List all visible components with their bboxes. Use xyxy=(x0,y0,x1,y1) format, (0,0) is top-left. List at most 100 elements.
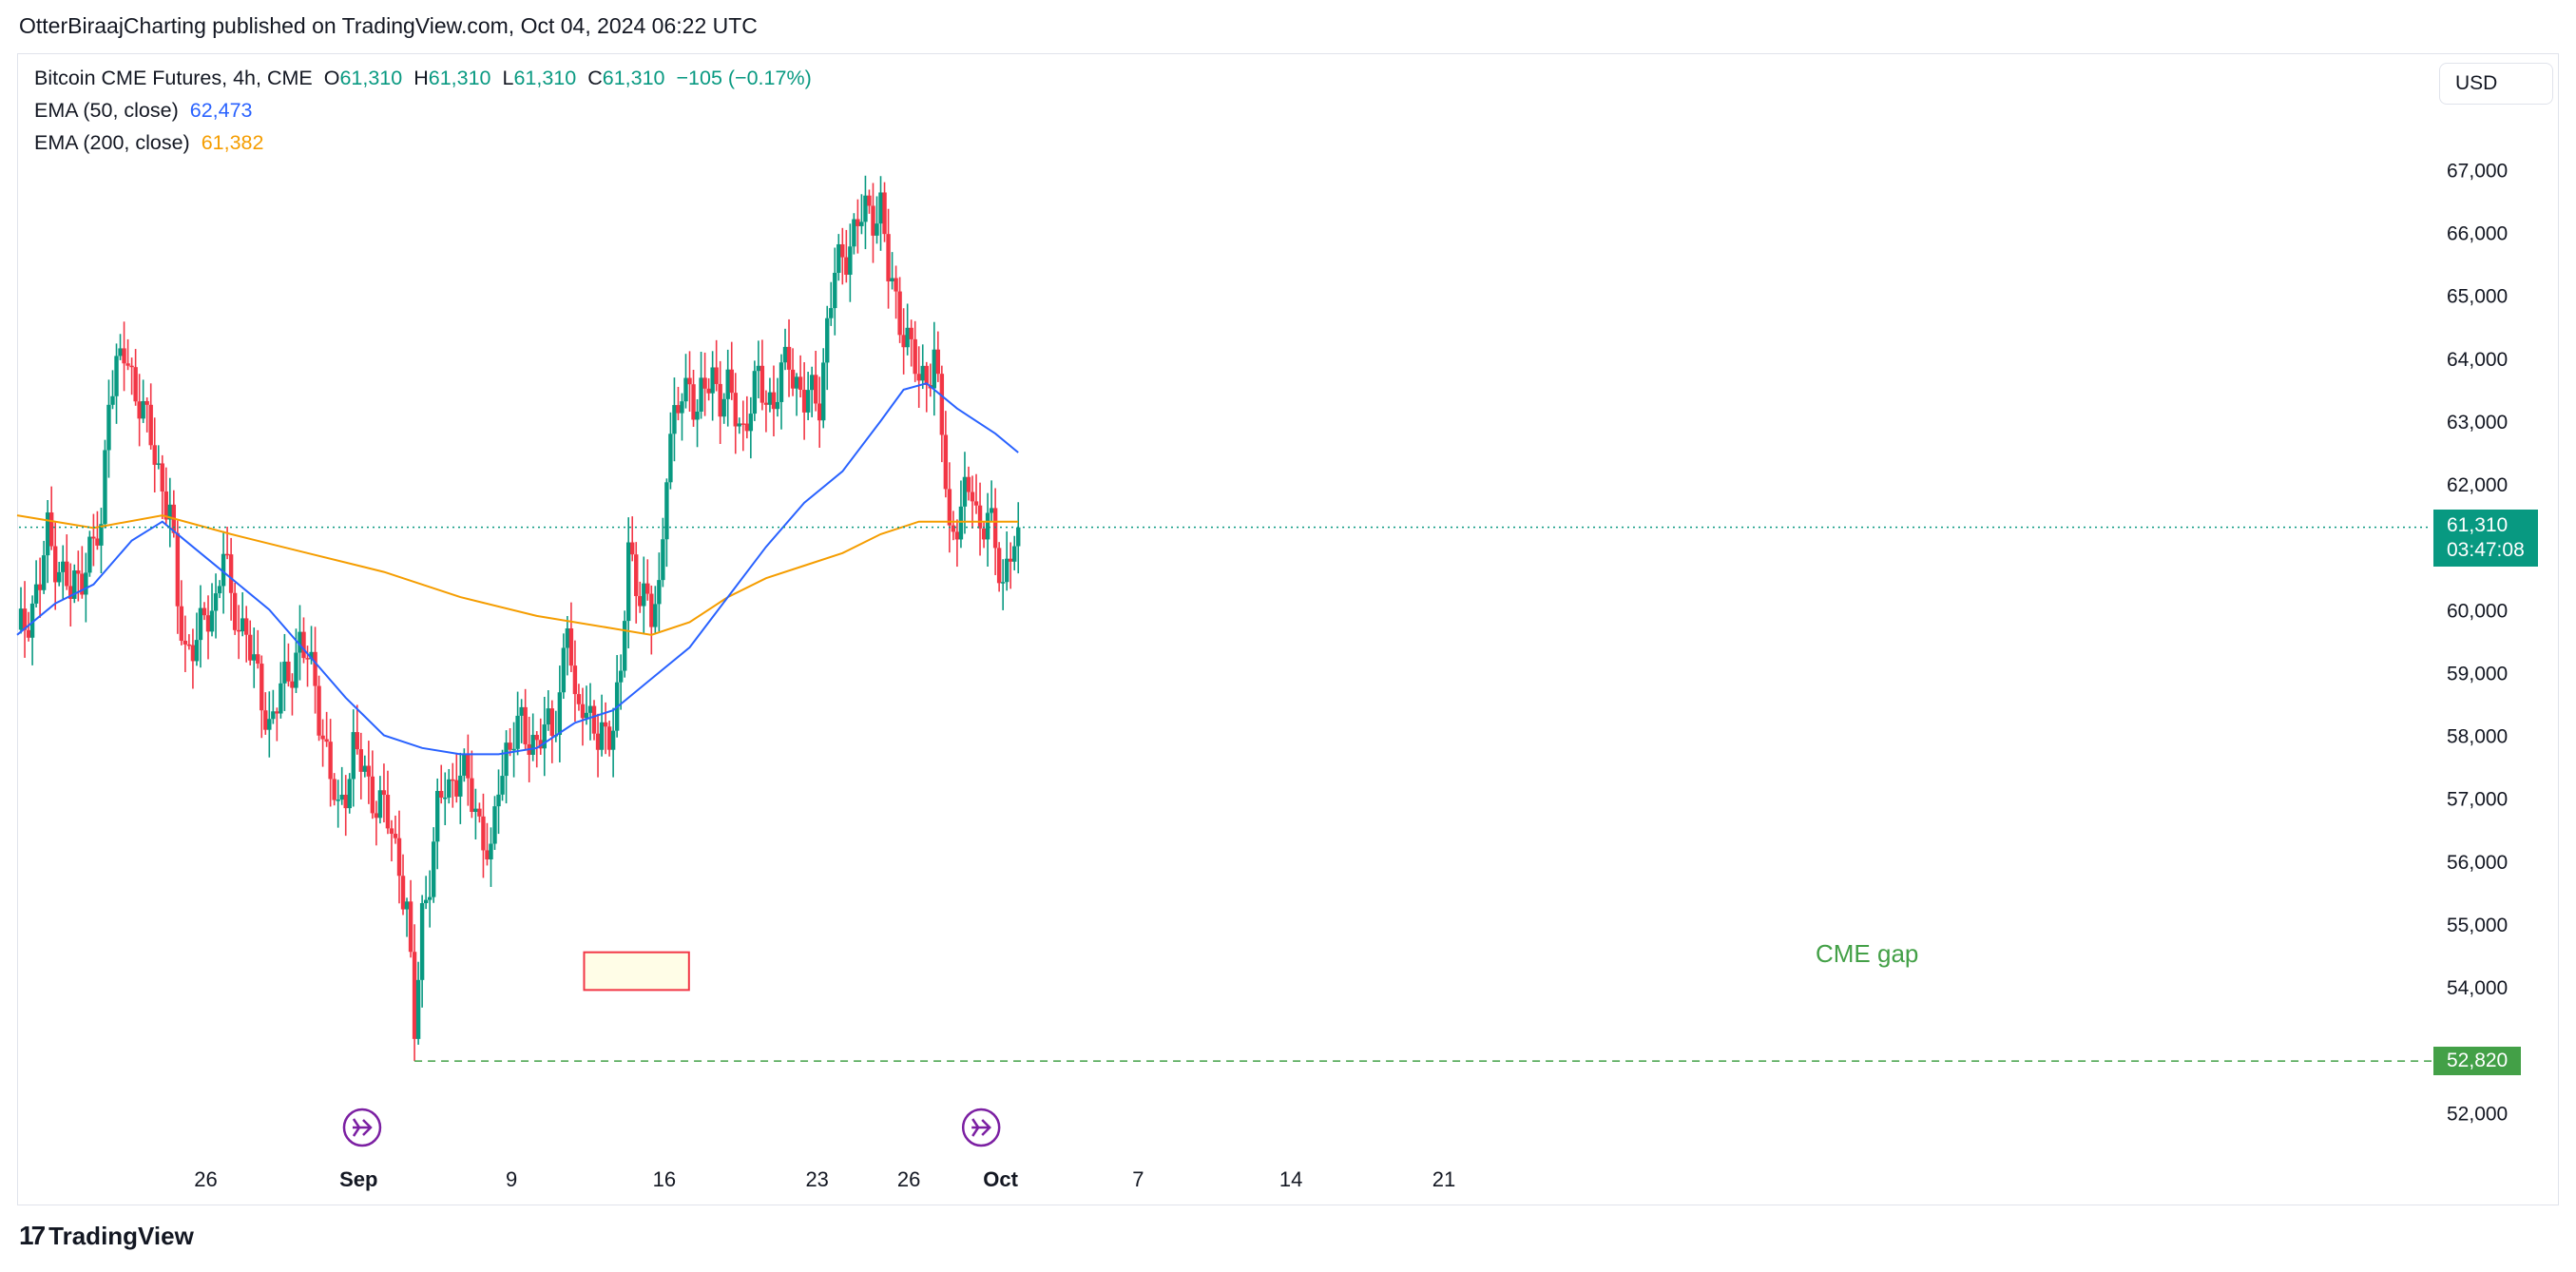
symbol-title[interactable]: Bitcoin CME Futures, 4h, CME xyxy=(34,67,313,89)
candle-body xyxy=(875,223,879,236)
candle-body xyxy=(481,816,486,851)
cme-gap-label: CME gap xyxy=(1816,939,1918,968)
y-tick-label: 67,000 xyxy=(2447,160,2508,182)
candle-body xyxy=(756,365,761,372)
candle-body xyxy=(729,369,734,394)
candle-body xyxy=(767,392,773,405)
candle-body xyxy=(794,376,799,389)
ema200-label[interactable]: EMA (200, close) xyxy=(34,131,190,154)
candle-body xyxy=(909,327,913,339)
candle-body xyxy=(29,603,35,638)
tradingview-logo[interactable]: 17 TradingView xyxy=(19,1221,194,1251)
candle-body xyxy=(523,706,528,744)
candle-body xyxy=(867,195,872,206)
candle-body xyxy=(882,192,887,235)
candle-body xyxy=(53,546,58,583)
candle-body xyxy=(290,681,295,688)
candle-body xyxy=(989,508,994,513)
candle-body xyxy=(970,491,975,502)
candle-body xyxy=(133,367,138,402)
candle-body xyxy=(676,405,681,414)
candle-body xyxy=(737,423,741,427)
candle-body xyxy=(496,794,501,807)
open-value: 61,310 xyxy=(339,67,403,89)
close-label: C xyxy=(587,67,603,89)
candle-body xyxy=(618,670,624,683)
high-label: H xyxy=(413,67,429,89)
candle-body xyxy=(565,628,570,648)
candle-body xyxy=(630,542,635,555)
candle-body xyxy=(848,246,853,275)
candle-body xyxy=(148,404,153,446)
candle-body xyxy=(129,365,134,368)
candle-body xyxy=(22,608,28,630)
candle-body xyxy=(695,411,700,420)
candle-body xyxy=(638,596,643,607)
candle-body xyxy=(668,434,673,483)
candle-body xyxy=(587,705,593,713)
candle-body xyxy=(890,278,894,281)
y-tick-label: 57,000 xyxy=(2447,789,2508,811)
candle-body xyxy=(661,539,665,581)
event-marker-icon[interactable] xyxy=(342,1108,382,1147)
candle-body xyxy=(328,742,333,780)
y-tick-label: 63,000 xyxy=(2447,412,2508,434)
candle-body xyxy=(622,621,627,671)
candle-body xyxy=(271,711,276,720)
tradingview-brand: TradingView xyxy=(48,1221,194,1250)
y-tick-label: 66,000 xyxy=(2447,223,2508,245)
candle-body xyxy=(801,389,807,413)
candle-body xyxy=(313,651,317,686)
candle-body xyxy=(462,754,467,776)
candle-body xyxy=(431,841,436,897)
candle-body xyxy=(825,318,830,363)
candle-body xyxy=(714,367,719,384)
candle-body xyxy=(324,739,329,742)
candle-body xyxy=(477,808,482,817)
candle-body xyxy=(209,610,215,632)
candle-body xyxy=(205,615,211,632)
candle-body xyxy=(224,553,230,556)
candle-body xyxy=(156,463,161,465)
candle-body xyxy=(263,710,268,730)
candle-body xyxy=(152,445,157,465)
candle-body xyxy=(236,629,241,632)
candle-body xyxy=(317,685,321,736)
y-tick-label: 64,000 xyxy=(2447,349,2508,371)
candle-body xyxy=(546,708,550,725)
x-tick-label: 14 xyxy=(1279,1167,1302,1191)
y-tick-label: 58,000 xyxy=(2447,726,2508,748)
candle-body xyxy=(26,629,31,638)
candle-body xyxy=(33,584,39,604)
candle-body xyxy=(920,365,925,381)
low-label: L xyxy=(502,67,514,89)
candle-body xyxy=(282,661,287,684)
candle-body xyxy=(1004,558,1009,583)
candle-body xyxy=(377,790,383,819)
ema200-line xyxy=(16,514,1019,636)
candle-body xyxy=(427,896,433,900)
candle-body xyxy=(454,780,459,797)
candle-body xyxy=(87,536,92,573)
event-marker-arrow xyxy=(971,1119,991,1136)
candle-body xyxy=(962,476,968,507)
candle-body xyxy=(855,219,860,226)
candle-body xyxy=(775,401,780,410)
candle-body xyxy=(798,376,803,390)
x-tick-label: 21 xyxy=(1432,1167,1455,1191)
y-tick-label: 52,000 xyxy=(2447,1103,2508,1125)
currency-button[interactable]: USD xyxy=(2439,63,2553,105)
candle-body xyxy=(744,423,750,432)
candle-body xyxy=(240,618,245,632)
candle-body xyxy=(916,374,921,381)
candle-body xyxy=(901,335,906,348)
ema50-label[interactable]: EMA (50, close) xyxy=(34,99,179,122)
tradingview-mark-icon: 17 xyxy=(19,1221,46,1250)
candle-body xyxy=(301,631,306,659)
candle-body xyxy=(45,512,50,556)
event-marker-icon[interactable] xyxy=(961,1108,1001,1147)
candle-body xyxy=(80,573,85,595)
chart-frame[interactable] xyxy=(17,53,2559,1205)
candle-body xyxy=(809,375,815,391)
